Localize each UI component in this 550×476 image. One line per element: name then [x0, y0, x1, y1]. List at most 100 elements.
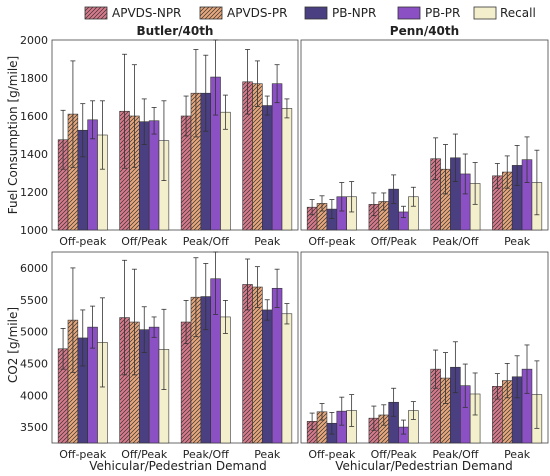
y-tick-label: 1000 [20, 224, 48, 237]
error-bar-recall-off-peak [410, 401, 416, 420]
panel-1-title: Butler/40th [137, 24, 214, 38]
error-bar-apvds-npr-off-peak [122, 259, 128, 376]
error-bar-recall-peak [284, 98, 290, 119]
error-bar-pb-pr-peak [274, 268, 280, 308]
legend-item-recall: Recall [473, 6, 536, 20]
error-bar-apvds-npr-off-peak [309, 412, 315, 431]
bar-recall-peak [281, 313, 293, 444]
y-tick-label: 1600 [20, 110, 48, 123]
error-bar-pb-pr-peak-off [462, 153, 468, 195]
error-bar-pb-npr-peak [264, 95, 270, 116]
error-bar-pb-npr-off-peak [329, 412, 335, 435]
x-axis-label-left: Vehicular/Pedestrian Demand [89, 459, 267, 473]
legend-item-pb-npr: PB-NPR [304, 6, 376, 20]
error-bar-recall-peak-off [222, 94, 228, 130]
error-bar-apvds-npr-off-peak [371, 405, 377, 431]
error-bar-recall-peak-off [472, 162, 478, 205]
x-tick-label-peak-off: Peak/Off [432, 448, 478, 461]
bar-pb-pr-peak [271, 83, 283, 231]
bar-pb-pr-off-peak [148, 326, 160, 444]
bar-recall-peak [281, 108, 293, 231]
bar-recall-peak-off [220, 316, 231, 444]
bar-pb-pr-off-peak [148, 120, 160, 231]
error-bar-apvds-npr-peak-off [183, 299, 189, 345]
error-bar-apvds-npr-peak-off [183, 95, 189, 137]
error-bar-pb-npr-peak-off [452, 133, 458, 182]
error-bar-pb-pr-peak [524, 344, 530, 394]
x-tick-label-off-peak: Off/Peak [371, 235, 418, 248]
error-bar-apvds-npr-peak-off [433, 349, 439, 389]
error-bar-pb-npr-off-peak [80, 309, 86, 367]
error-bar-pb-npr-off-peak [141, 306, 147, 353]
panel-4: Off-peak Off/Peak Peak/Off Peak [300, 251, 549, 461]
error-bar-recall-peak-off [222, 299, 228, 334]
error-bar-apvds-pr-peak [504, 363, 510, 399]
error-bar-apvds-pr-off-peak [131, 64, 137, 168]
x-tick-label-off-peak: Off/Peak [121, 448, 168, 461]
error-bar-pb-pr-off-peak [339, 396, 345, 426]
legend-label-apvds-pr: APVDS-PR [227, 6, 287, 20]
panel-3: 3500 4000 4500 5000 5500 6000 Off-peak Off/Peak… [20, 251, 299, 461]
x-tick-label-off-peak: Off-peak [308, 448, 356, 461]
error-bar-apvds-npr-off-peak [371, 192, 377, 217]
x-tick-label-peak: Peak [254, 448, 281, 461]
error-bar-apvds-pr-off-peak [319, 403, 325, 421]
y-tick-label: 6000 [20, 262, 48, 275]
error-bar-pb-npr-peak-off [203, 54, 209, 132]
error-bar-apvds-npr-peak [245, 49, 251, 115]
y-tick-label: 5000 [20, 326, 48, 339]
legend-item-apvds-pr: APVDS-PR [199, 6, 287, 20]
error-bar-pb-pr-off-peak [401, 419, 407, 435]
error-bar-pb-pr-peak [524, 136, 530, 183]
x-tick-label-peak: Peak [504, 235, 531, 248]
legend-label-apvds-npr: APVDS-NPR [112, 6, 181, 20]
error-bar-apvds-pr-off-peak [381, 404, 387, 426]
x-tick-label-off-peak: Off-peak [59, 448, 107, 461]
panel-2-title: Penn/40th [390, 24, 459, 38]
error-bar-apvds-pr-peak-off [193, 257, 199, 338]
error-bar-apvds-pr-peak [254, 266, 260, 308]
x-axis-label-right: Vehicular/Pedestrian Demand [335, 459, 513, 473]
error-bar-recall-off-peak [99, 100, 105, 170]
x-tick-label-off-peak: Off/Peak [121, 235, 168, 248]
error-bar-pb-pr-peak [274, 64, 280, 104]
error-bar-apvds-npr-peak [494, 163, 500, 189]
error-bar-apvds-npr-peak-off [433, 137, 439, 181]
error-bar-apvds-pr-off-peak [381, 192, 387, 211]
x-tick-label-peak-off: Peak/Off [432, 235, 478, 248]
legend-swatch-recall [473, 6, 497, 20]
error-bar-pb-pr-peak-off [213, 39, 219, 116]
error-bar-apvds-pr-peak-off [193, 49, 199, 138]
y-tick-label: 5500 [20, 294, 48, 307]
y-axis-label-co2: CO2 [g/mile] [6, 307, 20, 383]
x-tick-label-peak: Peak [254, 235, 281, 248]
error-bar-pb-pr-off-peak [401, 205, 407, 219]
error-bar-apvds-pr-peak [254, 60, 260, 107]
bar-pb-pr-peak [271, 287, 283, 444]
error-bar-apvds-npr-off-peak [122, 53, 128, 169]
y-tick-label: 1400 [20, 148, 48, 161]
error-bar-apvds-npr-off-peak [60, 109, 66, 170]
error-bar-pb-pr-off-peak [90, 100, 96, 140]
error-bar-pb-npr-off-peak [80, 103, 86, 158]
y-tick-label: 4000 [20, 389, 48, 402]
error-bar-recall-off-peak [99, 297, 105, 388]
error-bar-recall-off-peak [410, 186, 416, 207]
error-bar-pb-npr-peak [264, 299, 270, 321]
legend-swatch-apvds-npr [84, 6, 108, 20]
error-bar-pb-pr-peak-off [213, 251, 219, 315]
x-tick-label-off-peak: Off-peak [308, 235, 356, 248]
y-tick-label: 1800 [20, 72, 48, 85]
legend-label-recall: Recall [500, 6, 536, 20]
error-bar-apvds-pr-off-peak [70, 267, 76, 373]
legend: APVDS-NPR APVDS-PR PB-NPR PB-PR Recall [84, 6, 536, 20]
legend-swatch-pb-npr [304, 6, 328, 20]
legend-item-pb-pr: PB-PR [397, 6, 460, 20]
error-bar-pb-npr-peak-off [452, 341, 458, 394]
x-tick-label-off-peak: Off-peak [59, 235, 107, 248]
legend-item-apvds-npr: APVDS-NPR [84, 6, 181, 20]
y-tick-label: 4500 [20, 357, 48, 370]
x-tick-label-peak-off: Peak/Off [183, 235, 229, 248]
error-bar-recall-off-peak [161, 308, 167, 390]
